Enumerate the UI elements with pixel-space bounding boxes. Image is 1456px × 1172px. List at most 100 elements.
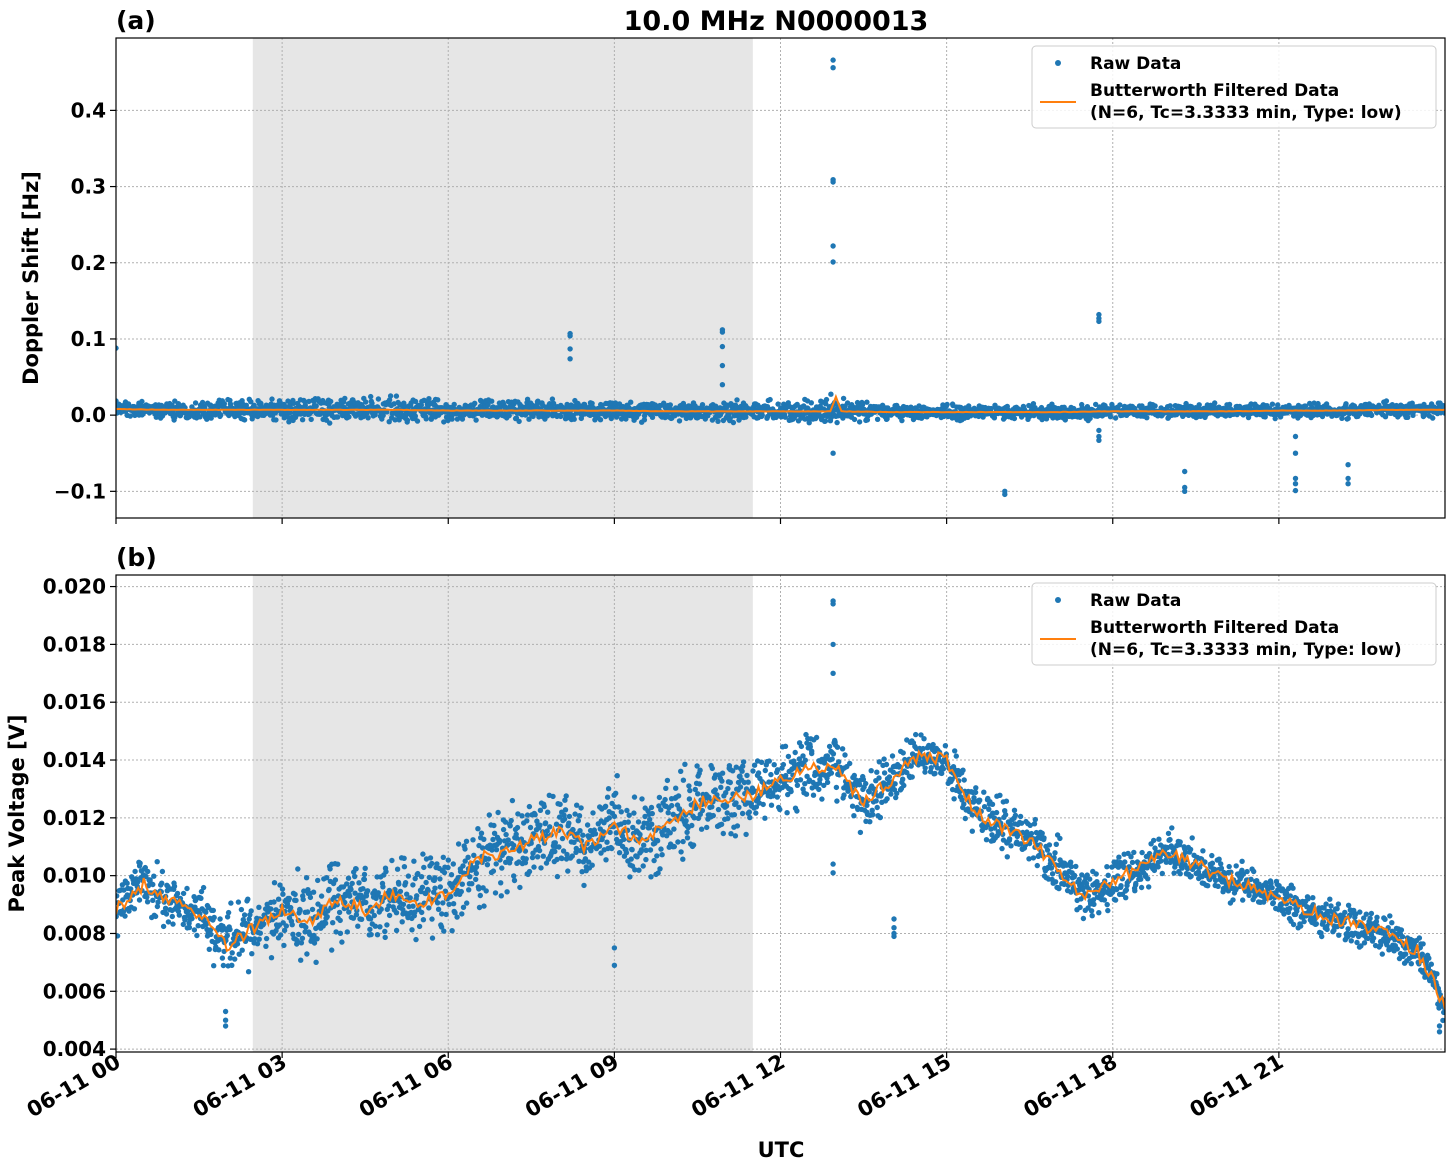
raw-data-point: [1071, 872, 1078, 879]
raw-data-point: [745, 779, 751, 785]
raw-data-point: [364, 888, 371, 894]
raw-data-point: [532, 812, 538, 818]
raw-data-point: [445, 417, 451, 424]
raw-data-point: [175, 401, 182, 407]
raw-data-point: [404, 417, 411, 423]
raw-data-point: [759, 412, 765, 418]
raw-data-point: [574, 802, 580, 808]
raw-data-point: [1123, 887, 1130, 893]
raw-data-point: [1117, 402, 1123, 408]
raw-data-point: [605, 786, 612, 792]
raw-data-point: [524, 818, 530, 824]
raw-data-point: [562, 797, 568, 803]
raw-data-point: [641, 417, 648, 423]
raw-data-point: [557, 801, 563, 807]
raw-data-point: [511, 842, 517, 848]
raw-data-point: [876, 759, 882, 765]
raw-data-point: [1280, 907, 1286, 913]
raw-data-point: [313, 403, 319, 409]
raw-data-point: [473, 876, 479, 883]
raw-data-point: [1132, 888, 1138, 894]
raw-data-point: [170, 921, 176, 927]
raw-data-point: [485, 402, 491, 408]
raw-data-point: [961, 801, 967, 807]
raw-data-point: [383, 868, 389, 875]
raw-data-point: [562, 807, 569, 813]
raw-data-point: [494, 413, 501, 420]
raw-data-point: [1062, 417, 1069, 423]
raw-data-point: [618, 809, 624, 815]
raw-data-point: [972, 789, 979, 796]
raw-data-point: [796, 756, 802, 762]
raw-data-point: [720, 830, 726, 837]
raw-data-point: [807, 744, 813, 750]
raw-data-point: [727, 779, 733, 786]
raw-data-point: [575, 818, 581, 824]
raw-data-point: [908, 763, 914, 769]
raw-data-point: [493, 847, 500, 853]
raw-data-point: [450, 861, 456, 867]
raw-data-point: [667, 830, 673, 836]
raw-data-point: [1061, 404, 1067, 410]
raw-data-point: [416, 923, 423, 930]
raw-data-point: [284, 414, 291, 420]
raw-data-point: [446, 901, 452, 907]
raw-data-point: [527, 824, 534, 831]
raw-data-point: [293, 897, 299, 904]
raw-data-point: [479, 845, 486, 851]
raw-data-point: [495, 809, 501, 816]
raw-data-point: [614, 773, 620, 779]
raw-data-point: [435, 397, 441, 403]
raw-data-point: [509, 797, 516, 804]
raw-data-outlier: [1345, 481, 1351, 487]
y-tick-label: −0.1: [54, 479, 106, 503]
raw-data-point: [739, 810, 746, 817]
raw-data-point: [552, 848, 558, 855]
raw-data-point: [554, 856, 560, 863]
raw-data-point: [399, 919, 405, 925]
raw-data-point: [1167, 403, 1173, 409]
raw-data-point: [822, 418, 829, 424]
raw-data-point: [642, 813, 648, 820]
raw-data-point: [629, 847, 635, 853]
raw-data-point: [630, 824, 636, 831]
raw-data-point: [640, 824, 646, 830]
raw-data-point: [921, 736, 927, 742]
raw-data-outlier: [719, 343, 726, 350]
raw-data-point: [350, 915, 357, 921]
raw-data-point: [400, 901, 407, 908]
raw-data-point: [1101, 897, 1108, 903]
raw-data-point: [750, 768, 756, 774]
raw-data-point: [303, 875, 310, 881]
raw-data-point: [346, 909, 352, 915]
raw-data-point: [536, 847, 543, 854]
raw-data-point: [1057, 835, 1063, 842]
raw-data-point: [643, 847, 649, 853]
raw-data-point: [326, 886, 332, 893]
raw-data-point: [578, 805, 584, 811]
raw-data-point: [501, 850, 507, 856]
raw-data-point: [271, 899, 277, 905]
raw-data-point: [909, 774, 915, 780]
raw-data-point: [1076, 876, 1082, 883]
raw-data-point: [427, 855, 434, 861]
raw-data-point: [396, 417, 402, 423]
figure-title: 10.0 MHz N0000013: [624, 6, 929, 37]
raw-data-point: [1368, 412, 1375, 419]
raw-data-point: [944, 401, 950, 408]
raw-data-point: [1018, 820, 1025, 826]
raw-data-point: [896, 763, 903, 770]
raw-data-outlier: [1292, 450, 1299, 456]
raw-data-point: [438, 924, 445, 930]
raw-data-point: [412, 398, 419, 405]
raw-data-point: [526, 868, 533, 875]
raw-data-point: [808, 400, 814, 406]
raw-data-point: [592, 831, 599, 837]
raw-data-point: [1104, 864, 1110, 870]
raw-data-point: [1043, 416, 1050, 422]
raw-data-point: [852, 783, 859, 789]
raw-data-point: [478, 830, 485, 836]
raw-data-point: [1079, 872, 1085, 878]
raw-data-point: [649, 810, 655, 817]
raw-data-point: [559, 835, 566, 842]
